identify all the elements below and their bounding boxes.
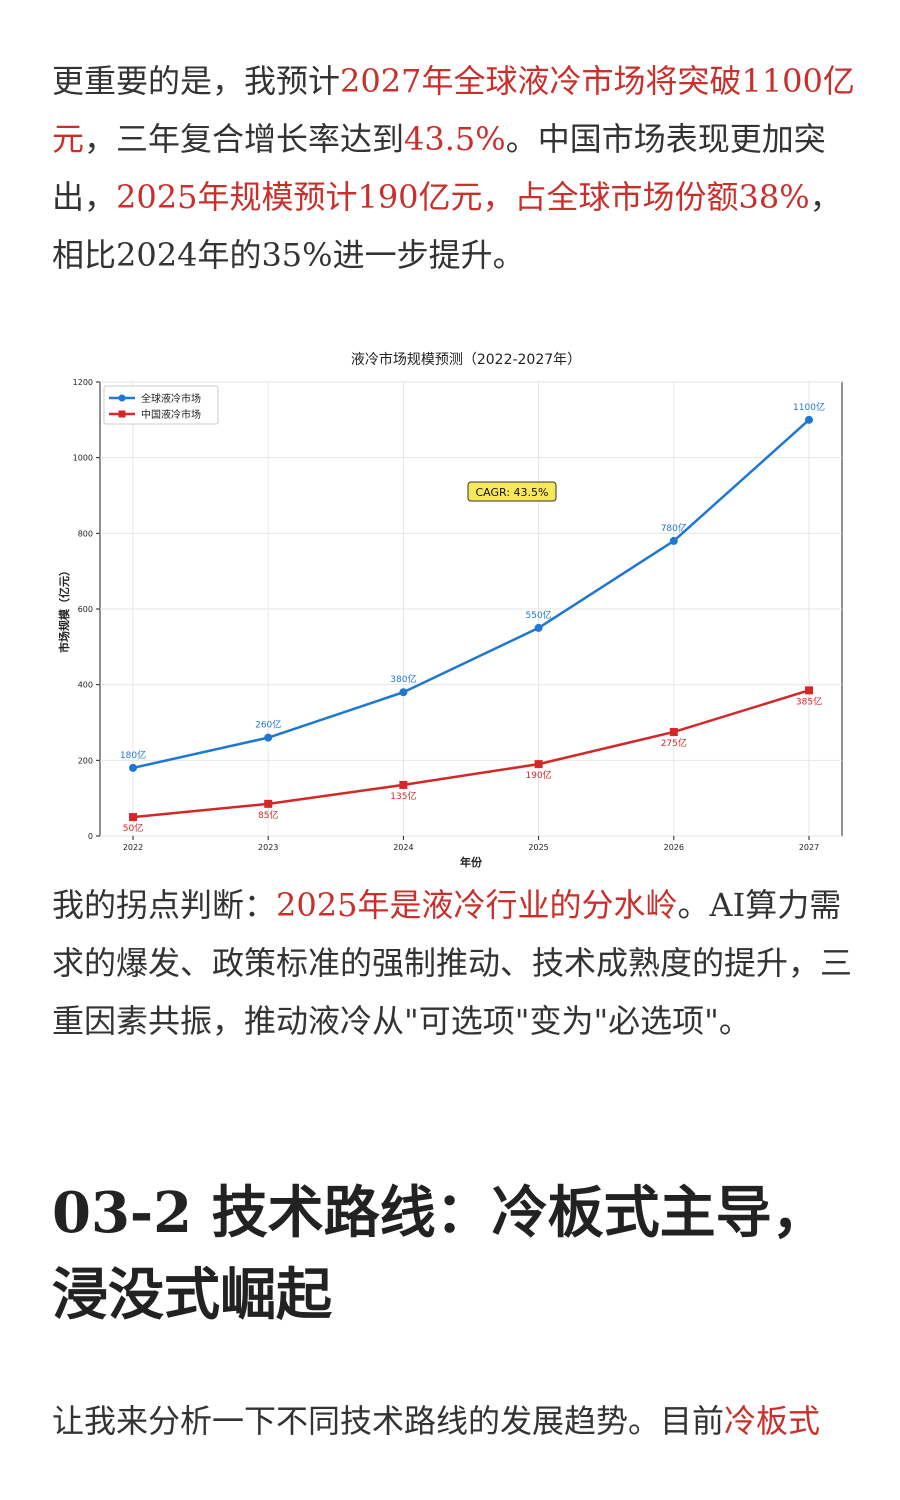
data-label: 190亿 — [526, 769, 552, 781]
y-axis-label: 市场规模（亿元） — [57, 565, 71, 653]
data-point — [264, 733, 273, 742]
text-segment: 我的拐点判断： — [52, 886, 277, 924]
data-point — [399, 688, 408, 697]
y-tick-label: 1200 — [73, 378, 93, 387]
annotation-text: CAGR: 43.5% — [476, 486, 549, 499]
data-point — [534, 760, 543, 769]
legend: 全球液冷市场 中国液冷市场 — [103, 385, 219, 425]
data-point — [805, 686, 813, 695]
data-point — [264, 799, 273, 808]
data-label: 275亿 — [661, 737, 687, 749]
x-tick-label: 2022 — [123, 843, 143, 852]
data-label: 780亿 — [661, 522, 687, 534]
highlight-text: 43.5% — [404, 120, 506, 158]
data-point — [669, 727, 678, 736]
x-tick-label: 2026 — [664, 843, 684, 852]
text-segment: ，相比2024年的35%进一步提升。 — [52, 178, 842, 274]
data-point — [669, 536, 678, 545]
x-tick-label: 2027 — [799, 843, 819, 852]
paragraph-tech-routes: 让我来分析一下不同技术路线的发展趋势。目前冷板式 — [52, 1392, 867, 1450]
x-axis: 2022 2023 2024 2025 2026 2027 — [123, 836, 819, 852]
legend-label-china: 中国液冷市场 — [141, 408, 201, 421]
highlight-text: 2025年规模预计190亿元，占全球市场份额38% — [116, 178, 810, 216]
data-label: 135亿 — [390, 790, 416, 802]
market-size-chart: 液冷市场规模预测（2022-2027年） 0 200 400 600 800 1000 12… — [57, 351, 843, 869]
x-tick-label: 2025 — [528, 843, 548, 852]
data-label: 380亿 — [390, 673, 416, 685]
data-label: 260亿 — [255, 719, 281, 731]
legend-label-global: 全球液冷市场 — [141, 392, 201, 405]
y-tick-label: 0 — [88, 832, 93, 841]
y-tick-label: 200 — [78, 756, 93, 765]
grid-lines — [100, 381, 842, 837]
x-tick-label: 2024 — [393, 843, 413, 852]
data-point — [129, 813, 137, 822]
highlight-text: 冷板式 — [724, 1402, 821, 1440]
cagr-annotation: CAGR: 43.5% — [467, 481, 557, 502]
legend-marker-china — [118, 410, 126, 418]
data-label: 385亿 — [796, 695, 822, 707]
legend-marker-global — [118, 394, 126, 402]
data-label: 550亿 — [526, 609, 552, 621]
series-line-china — [132, 689, 810, 819]
text-segment: 。中国市场表现更加突出， — [52, 120, 826, 216]
text-segment: 更重要的是，我预计 — [52, 62, 341, 100]
text-segment: 让我来分析一下不同技术路线的发展趋势。目前 — [52, 1402, 725, 1440]
y-tick-label: 1000 — [73, 454, 93, 463]
series-group: 180亿 260亿 380亿 550亿 780亿 1100亿 50亿 85亿 135亿 190亿 2… — [120, 401, 825, 834]
section-heading: 03-2 技术路线：冷板式主导，浸没式崛起 — [52, 1180, 828, 1328]
data-point — [534, 623, 543, 632]
annotation-box — [467, 481, 557, 502]
y-axis: 0 200 400 600 800 1000 1200 — [73, 378, 100, 841]
text-segment: ，三年复合增长率达到 — [84, 120, 405, 158]
paragraph-market-forecast: 更重要的是，我预计2027年全球液冷市场将突破1100亿元，三年复合增长率达到4… — [52, 52, 867, 284]
text-segment: 。AI算力需求的爆发、政策标准的强制推动、技术成熟度的提升，三重因素共振，推动液… — [52, 886, 853, 1040]
data-label: 85亿 — [258, 809, 278, 821]
x-axis-label: 年份 — [460, 855, 483, 869]
data-label: 1100亿 — [793, 401, 825, 413]
chart-title: 液冷市场规模预测（2022-2027年） — [351, 351, 581, 368]
data-label: 180亿 — [120, 749, 146, 761]
highlight-text: 2027年全球液冷市场将突破1100亿元 — [52, 62, 855, 158]
x-tick-label: 2023 — [258, 843, 278, 852]
paragraph-turning-point: 我的拐点判断：2025年是液冷行业的分水岭。AI算力需求的爆发、政策标准的强制推… — [52, 876, 867, 1050]
data-label: 50亿 — [123, 822, 143, 834]
data-point — [129, 763, 137, 772]
y-tick-label: 400 — [78, 681, 93, 690]
data-point — [805, 415, 813, 424]
series-line-global — [132, 418, 810, 770]
y-tick-label: 600 — [78, 605, 93, 614]
y-tick-label: 800 — [78, 529, 93, 538]
data-point — [399, 780, 408, 789]
highlight-text: 2025年是液冷行业的分水岭 — [276, 886, 678, 924]
